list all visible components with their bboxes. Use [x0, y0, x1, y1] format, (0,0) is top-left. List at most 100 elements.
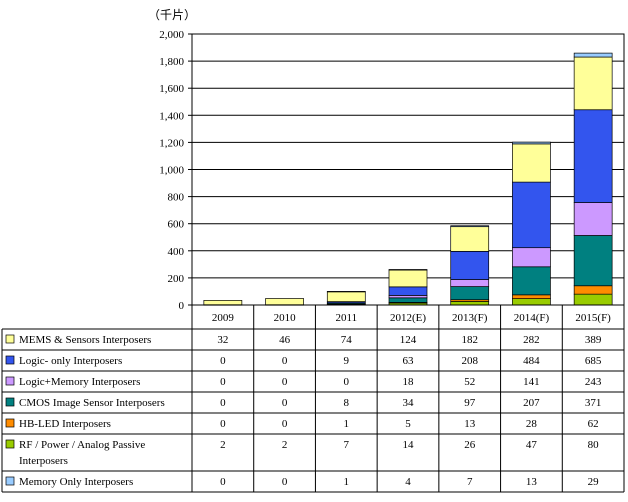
unit-label: （千片）	[148, 8, 196, 22]
bar-segment	[512, 294, 551, 299]
data-table: 2009 2010 2011 2012(E) 2013(F) 2014(F) 2015(F)…	[1, 304, 625, 493]
data-label: 0	[220, 397, 226, 409]
y-tick-label: 1,800	[159, 56, 184, 68]
data-label: 124	[400, 334, 417, 346]
bar-segment	[203, 300, 243, 306]
data-label: 389	[585, 334, 602, 346]
y-tick-label: 1,400	[159, 110, 184, 122]
bar-segment	[512, 247, 551, 268]
bar-segment	[388, 295, 428, 299]
data-label: 182	[461, 334, 478, 346]
bar-segment	[326, 291, 366, 293]
legend-swatch	[5, 418, 15, 428]
data-label: 207	[523, 397, 540, 409]
y-tick-label: 600	[168, 219, 185, 231]
data-label: 62	[588, 418, 599, 430]
data-label: 282	[523, 334, 540, 346]
bar-segment	[265, 298, 304, 306]
bar-segment	[450, 226, 490, 252]
x-tick-label: 2013(F)	[452, 312, 488, 324]
bar-segment	[388, 269, 428, 271]
legend-swatch	[5, 476, 15, 486]
data-label: 13	[526, 476, 538, 488]
legend-label: RF / Power / Analog Passive	[19, 439, 145, 451]
data-label: 8	[344, 397, 350, 409]
legend-label: Logic- only Interposers	[19, 355, 122, 367]
data-label: 80	[588, 439, 600, 451]
bar-segment	[512, 141, 551, 145]
data-label: 26	[464, 439, 476, 451]
data-label: 685	[585, 355, 602, 367]
data-label: 7	[344, 439, 350, 451]
data-label: 208	[461, 355, 478, 367]
bar-segment	[326, 291, 366, 302]
data-label: 63	[403, 355, 415, 367]
bar-segment	[573, 202, 613, 236]
data-label: 46	[279, 334, 291, 346]
bar-segment	[450, 225, 490, 228]
data-label: 2	[282, 439, 288, 451]
data-label: 97	[464, 397, 476, 409]
data-label: 34	[403, 397, 415, 409]
data-label: 243	[585, 376, 602, 388]
bar-segment	[388, 286, 428, 296]
y-tick-label: 400	[168, 246, 185, 258]
bar-segment	[388, 269, 428, 288]
legend-label: HB-LED Interposers	[19, 418, 111, 430]
data-label: 32	[217, 334, 228, 346]
legend-label: MEMS & Sensors Interposers	[19, 334, 151, 346]
bar-segment	[450, 301, 490, 306]
data-label: 371	[585, 397, 602, 409]
data-label: 9	[344, 355, 350, 367]
x-tick-label: 2014(F)	[514, 312, 550, 324]
legend-swatch	[5, 334, 15, 344]
bar-segment	[573, 235, 613, 287]
data-label: 1	[344, 418, 350, 430]
bar-segment	[573, 285, 613, 295]
legend-swatch	[5, 439, 15, 449]
x-tick-label: 2012(E)	[390, 312, 426, 324]
data-label: 0	[282, 418, 288, 430]
data-label: 0	[220, 376, 226, 388]
legend-label: Memory Only Interposers	[19, 476, 133, 488]
data-label: 141	[523, 376, 540, 388]
data-label: 0	[282, 355, 288, 367]
legend-swatch	[5, 397, 15, 407]
data-label: 47	[526, 439, 538, 451]
bar-segment	[573, 109, 613, 203]
bar-segment	[573, 52, 613, 58]
x-tick-label: 2015(F)	[575, 312, 611, 324]
bar-segment	[512, 266, 551, 296]
data-label: 0	[220, 418, 226, 430]
x-tick-label: 2010	[274, 312, 297, 324]
data-label: 28	[526, 418, 538, 430]
data-label: 14	[403, 439, 415, 451]
data-label: 0	[282, 376, 288, 388]
data-label: 0	[220, 476, 226, 488]
data-label: 18	[403, 376, 415, 388]
bar-segment	[512, 298, 551, 306]
bar-segment	[573, 293, 613, 306]
bar-segment	[388, 297, 428, 303]
data-label: 0	[220, 355, 226, 367]
data-label: 1	[344, 476, 350, 488]
data-label: 0	[344, 376, 350, 388]
bar-segment	[512, 143, 551, 183]
bar-segment	[450, 250, 490, 280]
legend-swatch	[5, 355, 15, 365]
legend-label: CMOS Image Sensor Interposers	[19, 397, 165, 409]
data-label: 7	[467, 476, 473, 488]
y-tick-label: 1,200	[159, 137, 184, 149]
y-tick-label: 1,000	[159, 165, 184, 177]
data-label: 5	[405, 418, 411, 430]
x-tick-label: 2009	[212, 312, 235, 324]
data-label: 13	[464, 418, 476, 430]
data-label: 2	[220, 439, 226, 451]
y-axis-ticks: 0 200 400 600 800 1,000 1,200 1,400 1,600 1,800 2,…	[159, 29, 192, 312]
bar-segment	[450, 286, 490, 301]
y-tick-label: 200	[168, 273, 185, 285]
legend-swatch	[5, 376, 15, 386]
data-label: 484	[523, 355, 540, 367]
bar-segment	[573, 56, 613, 111]
